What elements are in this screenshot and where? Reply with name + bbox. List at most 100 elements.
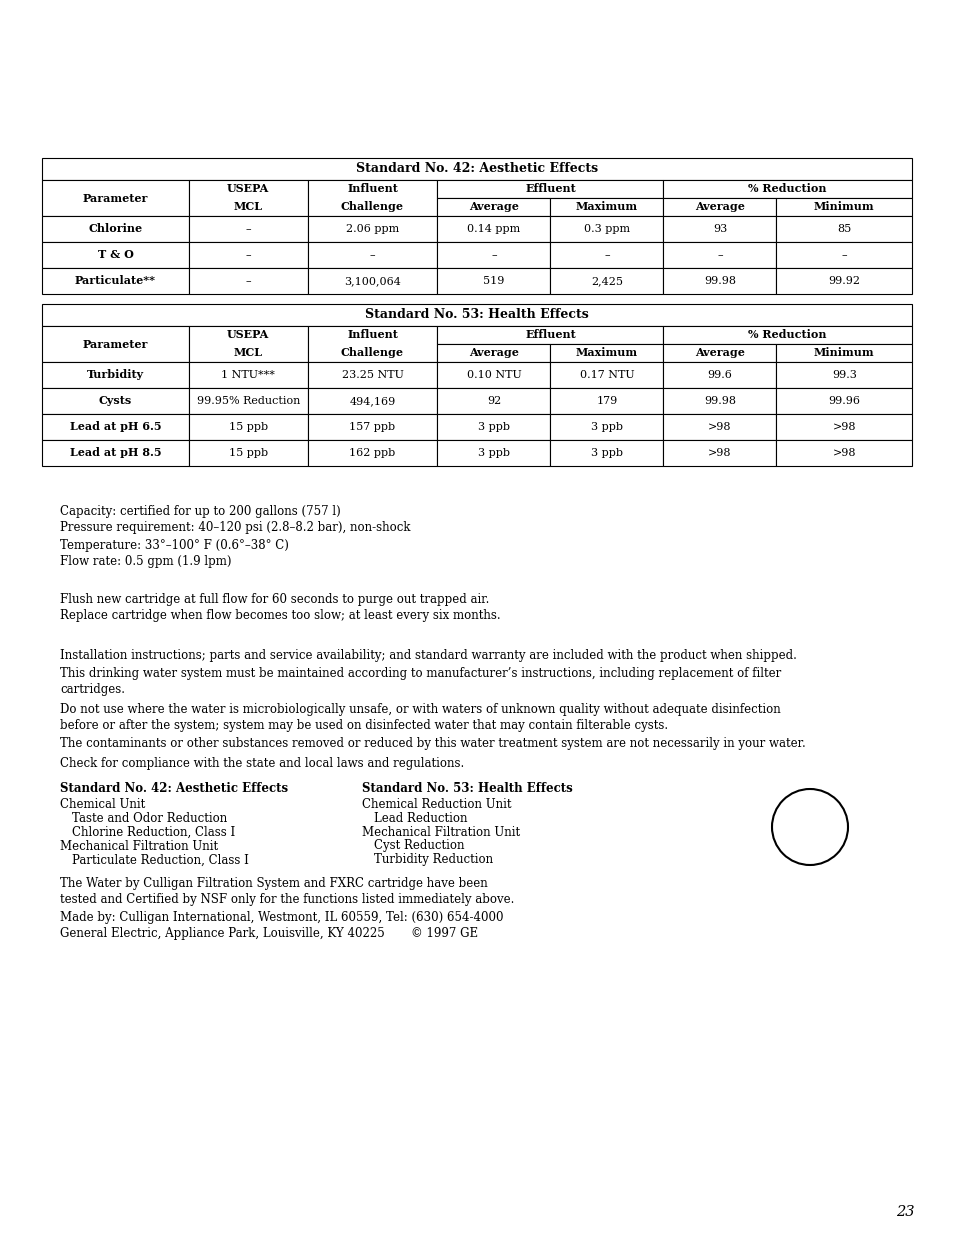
Bar bbox=[550, 268, 662, 294]
Bar bbox=[437, 180, 662, 198]
Text: Taste and Odor Reduction: Taste and Odor Reduction bbox=[71, 811, 227, 825]
Bar bbox=[189, 268, 307, 294]
Bar bbox=[662, 414, 776, 440]
Text: T & O: T & O bbox=[97, 249, 133, 261]
Text: Do not use where the water is microbiologically unsafe, or with waters of unknow: Do not use where the water is microbiolo… bbox=[60, 703, 780, 715]
Text: Check for compliance with the state and local laws and regulations.: Check for compliance with the state and … bbox=[60, 757, 464, 769]
Text: –: – bbox=[369, 249, 375, 261]
Text: Chlorine: Chlorine bbox=[89, 224, 142, 235]
Bar bbox=[776, 414, 911, 440]
Text: Mechanical Filtration Unit: Mechanical Filtration Unit bbox=[361, 825, 519, 839]
Text: Maximum: Maximum bbox=[576, 347, 638, 358]
Text: USEPA: USEPA bbox=[227, 184, 269, 194]
Text: 3 ppb: 3 ppb bbox=[477, 448, 510, 458]
Text: Average: Average bbox=[469, 201, 518, 212]
Text: Cyst Reduction: Cyst Reduction bbox=[374, 840, 464, 852]
Bar bbox=[776, 345, 911, 362]
Text: –: – bbox=[245, 275, 251, 287]
Bar bbox=[189, 440, 307, 466]
Bar bbox=[437, 198, 550, 216]
Bar bbox=[662, 180, 911, 198]
Bar bbox=[307, 268, 437, 294]
Bar bbox=[307, 180, 437, 216]
Text: Influent: Influent bbox=[347, 330, 397, 341]
Text: 15 ppb: 15 ppb bbox=[229, 422, 268, 432]
Bar bbox=[662, 388, 776, 414]
Bar bbox=[776, 242, 911, 268]
Text: 23.25 NTU: 23.25 NTU bbox=[341, 370, 403, 380]
Bar bbox=[189, 180, 307, 216]
Text: 93: 93 bbox=[712, 224, 726, 233]
Text: Influent: Influent bbox=[347, 184, 397, 194]
Bar bbox=[42, 326, 189, 362]
Text: Made by: Culligan International, Westmont, IL 60559, Tel: (630) 654-4000: Made by: Culligan International, Westmon… bbox=[60, 911, 503, 925]
Text: 99.92: 99.92 bbox=[827, 275, 860, 287]
Text: Lead at pH 6.5: Lead at pH 6.5 bbox=[70, 421, 161, 432]
Text: 3,100,064: 3,100,064 bbox=[344, 275, 400, 287]
Bar bbox=[437, 268, 550, 294]
Bar bbox=[42, 268, 189, 294]
Text: 162 ppb: 162 ppb bbox=[349, 448, 395, 458]
Bar bbox=[189, 242, 307, 268]
Bar bbox=[662, 268, 776, 294]
Text: Chemical Unit: Chemical Unit bbox=[60, 798, 145, 810]
Text: tested and Certified by NSF only for the functions listed immediately above.: tested and Certified by NSF only for the… bbox=[60, 893, 514, 906]
Text: Turbidity: Turbidity bbox=[87, 369, 144, 380]
Text: The Water by Culligan Filtration System and FXRC cartridge have been: The Water by Culligan Filtration System … bbox=[60, 878, 487, 890]
Text: 2,425: 2,425 bbox=[590, 275, 622, 287]
Bar bbox=[550, 388, 662, 414]
Bar bbox=[437, 345, 550, 362]
Text: % Reduction: % Reduction bbox=[748, 330, 826, 341]
Bar bbox=[307, 388, 437, 414]
Bar bbox=[307, 362, 437, 388]
Bar bbox=[662, 440, 776, 466]
Text: 85: 85 bbox=[836, 224, 850, 233]
Text: 3 ppb: 3 ppb bbox=[590, 448, 622, 458]
Text: Flush new cartridge at full flow for 60 seconds to purge out trapped air.: Flush new cartridge at full flow for 60 … bbox=[60, 593, 489, 605]
Text: Lead at pH 8.5: Lead at pH 8.5 bbox=[70, 447, 161, 458]
Text: –: – bbox=[717, 249, 722, 261]
Text: before or after the system; system may be used on disinfected water that may con: before or after the system; system may b… bbox=[60, 719, 667, 731]
Text: USEPA: USEPA bbox=[227, 330, 269, 341]
Text: Mechanical Filtration Unit: Mechanical Filtration Unit bbox=[60, 840, 218, 852]
Bar bbox=[42, 414, 189, 440]
Text: Lead Reduction: Lead Reduction bbox=[374, 811, 467, 825]
Text: >98: >98 bbox=[832, 448, 855, 458]
Text: Cysts: Cysts bbox=[99, 395, 132, 406]
Text: 494,169: 494,169 bbox=[349, 396, 395, 406]
Bar bbox=[189, 388, 307, 414]
Bar bbox=[42, 242, 189, 268]
Bar bbox=[189, 216, 307, 242]
Text: 157 ppb: 157 ppb bbox=[349, 422, 395, 432]
Bar bbox=[307, 326, 437, 362]
Text: MCL: MCL bbox=[233, 347, 262, 358]
Text: Challenge: Challenge bbox=[340, 347, 403, 358]
Bar bbox=[550, 414, 662, 440]
Text: Chlorine Reduction, Class I: Chlorine Reduction, Class I bbox=[71, 825, 235, 839]
Bar bbox=[42, 216, 189, 242]
Text: Pressure requirement: 40–120 psi (2.8–8.2 bar), non-shock: Pressure requirement: 40–120 psi (2.8–8.… bbox=[60, 521, 410, 535]
Text: Parameter: Parameter bbox=[83, 338, 148, 350]
Bar bbox=[550, 198, 662, 216]
Bar bbox=[776, 216, 911, 242]
Bar bbox=[437, 414, 550, 440]
Bar bbox=[550, 345, 662, 362]
Text: 99.3: 99.3 bbox=[831, 370, 856, 380]
Text: 179: 179 bbox=[596, 396, 617, 406]
Text: >98: >98 bbox=[707, 422, 731, 432]
Text: –: – bbox=[491, 249, 497, 261]
Text: Installation instructions; parts and service availability; and standard warranty: Installation instructions; parts and ser… bbox=[60, 648, 796, 662]
Bar bbox=[662, 242, 776, 268]
Bar bbox=[42, 158, 911, 180]
Text: 1 NTU***: 1 NTU*** bbox=[221, 370, 274, 380]
Text: The contaminants or other substances removed or reduced by this water treatment : The contaminants or other substances rem… bbox=[60, 737, 805, 751]
Text: 99.6: 99.6 bbox=[707, 370, 732, 380]
Bar bbox=[437, 326, 662, 345]
Text: Capacity: certified for up to 200 gallons (757 l): Capacity: certified for up to 200 gallon… bbox=[60, 505, 340, 517]
Text: Minimum: Minimum bbox=[813, 201, 874, 212]
Text: Average: Average bbox=[694, 201, 744, 212]
Bar bbox=[42, 180, 189, 216]
Bar bbox=[307, 440, 437, 466]
Text: Minimum: Minimum bbox=[813, 347, 874, 358]
Bar bbox=[307, 414, 437, 440]
